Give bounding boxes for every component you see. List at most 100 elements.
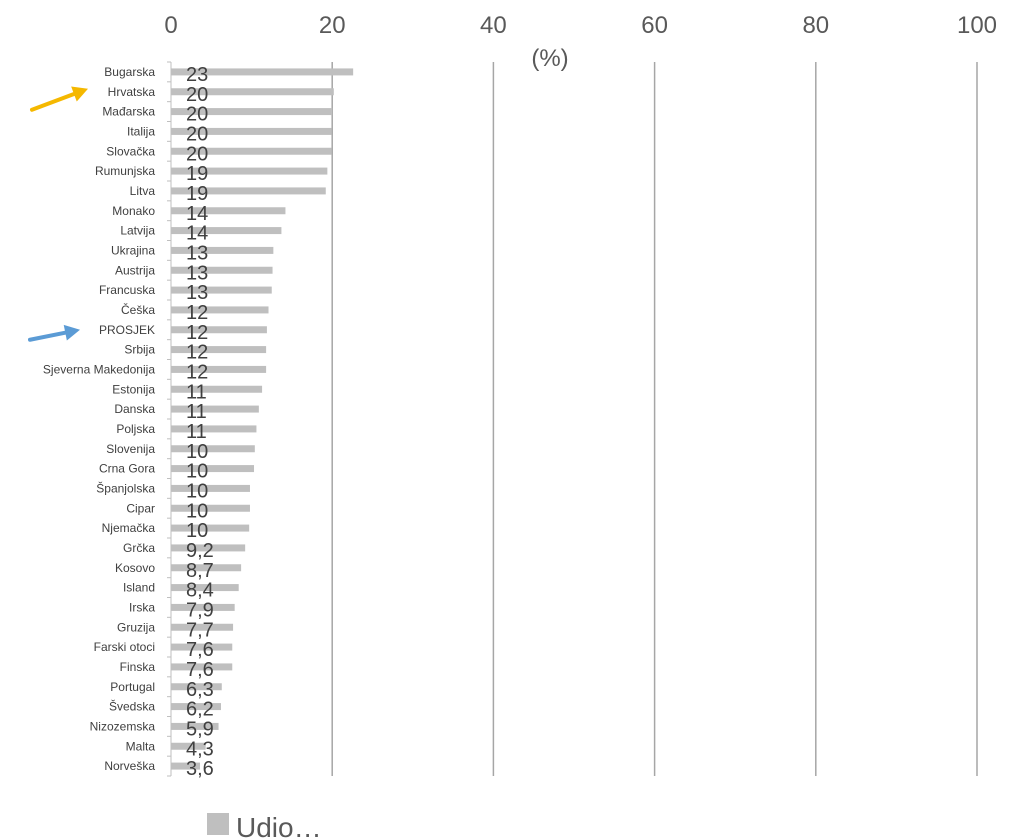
highlight-arrow: [30, 86, 88, 112]
data-label: 12: [186, 302, 208, 324]
bar: [171, 564, 242, 572]
data-label: 19: [186, 163, 208, 185]
x-tick-label: 100: [957, 12, 997, 39]
data-label: 12: [186, 361, 208, 383]
bar: [171, 524, 250, 532]
bar-layer: [171, 68, 354, 770]
category-label: Farski otoci: [94, 640, 155, 654]
category-label: Slovačka: [106, 144, 155, 158]
category-label: Srbija: [124, 343, 155, 357]
bar: [171, 227, 282, 235]
data-label: 7,6: [186, 659, 214, 681]
category-label: Irska: [129, 600, 155, 614]
data-label: 12: [186, 342, 208, 364]
category-label: Hrvatska: [108, 85, 156, 99]
data-label: 20: [186, 104, 208, 126]
bar: [171, 266, 273, 274]
arrow-layer: [28, 86, 88, 342]
data-label: 20: [186, 143, 208, 165]
category-label: Nizozemska: [90, 719, 156, 733]
category-label: Ukrajina: [111, 243, 155, 257]
data-label: 13: [186, 282, 208, 304]
category-label: Estonija: [112, 382, 155, 396]
bar: [171, 167, 328, 175]
data-label: 12: [186, 322, 208, 344]
bar: [171, 286, 272, 294]
data-label: 10: [186, 441, 208, 463]
category-label: Danska: [114, 402, 155, 416]
bar: [171, 108, 333, 116]
category-label: Francuska: [99, 283, 155, 297]
data-label: 20: [186, 84, 208, 106]
bar: [171, 465, 255, 473]
bar: [171, 544, 246, 552]
bar: [171, 762, 201, 770]
category-label: Island: [123, 581, 155, 595]
data-label: 3,6: [186, 758, 214, 780]
bar: [171, 346, 267, 354]
bar: [171, 623, 234, 631]
grid-layer: [167, 61, 978, 777]
category-label: Latvija: [120, 224, 155, 238]
data-label: 19: [186, 183, 208, 205]
tick-layer: 0 20 40 60 80 100: [164, 12, 997, 39]
category-label: Portugal: [110, 680, 155, 694]
data-label: 7,6: [186, 639, 214, 661]
data-label: 10: [186, 461, 208, 483]
category-label: PROSJEK: [99, 323, 155, 337]
data-label: 8,4: [186, 580, 214, 602]
bar: [171, 504, 250, 512]
data-label: 10: [186, 520, 208, 542]
bar: [171, 326, 267, 334]
bar: [171, 663, 233, 671]
bar: [171, 742, 206, 750]
data-label: 10: [186, 480, 208, 502]
data-label: 11: [186, 421, 207, 443]
bar: [171, 88, 334, 96]
category-label: Švedska: [109, 699, 155, 714]
x-tick-label: 20: [319, 12, 346, 39]
category-label: Malta: [126, 739, 156, 753]
category-label: Sjeverna Makedonija: [43, 362, 155, 376]
data-label: 23: [186, 64, 208, 86]
x-tick-label: 40: [480, 12, 507, 39]
category-label: Mađarska: [102, 105, 155, 119]
data-label: 6,2: [186, 699, 214, 721]
category-label: Gruzija: [117, 620, 155, 634]
category-label: Španjolska: [96, 480, 155, 495]
bar: [171, 405, 259, 413]
data-label: 10: [186, 500, 208, 522]
bar: [171, 147, 332, 155]
bar: [171, 703, 221, 711]
category-label: Litva: [130, 184, 156, 198]
data-label: 11: [186, 381, 207, 403]
data-label: 14: [186, 223, 208, 245]
bar: [171, 603, 235, 611]
legend-swatch: [207, 813, 229, 835]
data-label: 14: [186, 203, 208, 225]
bar: [171, 187, 326, 195]
data-label: 13: [186, 242, 208, 264]
category-label: Grčka: [123, 541, 155, 555]
x-tick-label: 80: [802, 12, 829, 39]
category-label: Bugarska: [104, 65, 155, 79]
legend: Udio…: [207, 812, 322, 840]
data-label: 4,3: [186, 738, 214, 760]
category-label: Austrija: [115, 263, 155, 277]
bar: [171, 306, 269, 314]
data-label: 20: [186, 123, 208, 145]
bar: [171, 425, 257, 433]
category-label: Poljska: [116, 422, 155, 436]
bar: [171, 484, 250, 492]
data-label: 6,3: [186, 679, 214, 701]
category-label: Monako: [112, 204, 155, 218]
bar: [171, 385, 263, 393]
category-label: Njemačka: [102, 521, 156, 535]
category-label: Slovenija: [106, 442, 155, 456]
x-axis-unit-label: (%): [531, 45, 568, 72]
bar: [171, 445, 255, 453]
x-tick-label: 60: [641, 12, 668, 39]
bar: [171, 584, 239, 592]
category-label: Rumunjska: [95, 164, 155, 178]
